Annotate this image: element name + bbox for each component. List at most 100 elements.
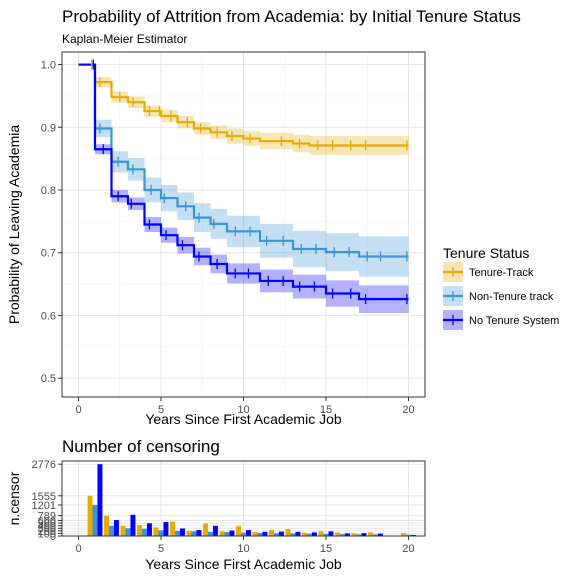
censor-bar-tenure-track (219, 531, 225, 536)
censor-bar-tenure-track (269, 529, 275, 536)
censor-bar-tenure-track (170, 521, 176, 536)
censor-bar-no-tenure-system (146, 523, 152, 536)
km-y-tick-label: 0.8 (41, 185, 56, 197)
censor-bar-non-tenure-track (406, 534, 411, 536)
legend-label: Tenure-Track (469, 267, 534, 279)
censor-bar-tenure-track (120, 525, 126, 536)
censor-bar-non-tenure-track (373, 534, 378, 536)
km-y-axis-title: Probability of Leaving Academia (6, 125, 22, 324)
censor-bar-tenure-track (186, 530, 192, 536)
km-x-ticks: 0 5 10 15 20 (75, 397, 415, 416)
censor-bar-no-tenure-system (245, 530, 251, 536)
km-x-tick-label: 5 (158, 404, 164, 416)
censor-x-tick-label: 15 (320, 543, 332, 555)
censor-bar-no-tenure-system (311, 532, 317, 536)
censor-bar-non-tenure-track (158, 530, 164, 536)
censor-bar-tenure-track (236, 526, 242, 536)
censor-x-tick-label: 5 (158, 543, 164, 555)
censor-bar-tenure-track (351, 533, 357, 536)
censor-bar-non-tenure-track (109, 525, 114, 536)
censor-bar-non-tenure-track (307, 533, 312, 536)
legend-item-tenure-track: Tenure-Track (443, 262, 534, 282)
km-y-tick-label: 0.7 (41, 248, 56, 260)
censor-bar-non-tenure-track (191, 531, 197, 536)
censor-bar-non-tenure-track (142, 528, 147, 536)
km-x-tick-label: 15 (320, 404, 332, 416)
censor-y-tick-label: 789 (38, 511, 56, 523)
censor-bar-no-tenure-system (278, 531, 284, 536)
legend-label: No Tenure System (469, 315, 559, 327)
censor-bar-non-tenure-track (356, 534, 362, 536)
censor-x-axis-title: Years Since First Academic Job (145, 556, 342, 572)
censor-bar-no-tenure-system (410, 534, 416, 536)
legend-title: Tenure Status (443, 245, 529, 261)
censor-bar-non-tenure-track (274, 533, 279, 536)
censor-bar-no-tenure-system (130, 514, 136, 536)
censor-y-tick-label: 500 (38, 518, 56, 530)
censor-y-tick-label: 0 (50, 531, 56, 543)
censor-bar-no-tenure-system (212, 525, 218, 536)
censor-bar-tenure-track (318, 531, 324, 536)
censor-y-tick-label: 100 (38, 528, 56, 540)
censor-plot-panel: 0 5 10 15 20 0100200300400500600789120115552… (32, 459, 426, 555)
censor-bar-tenure-track (87, 495, 93, 536)
censor-x-ticks: 0 5 10 15 20 (75, 536, 415, 555)
censor-bar-non-tenure-track (125, 528, 131, 536)
km-y-ticks: 0.5 0.6 0.7 0.8 0.9 1.0 (41, 60, 62, 385)
censor-bar-no-tenure-system (361, 533, 367, 536)
censor-bar-tenure-track (368, 532, 374, 536)
censor-bar-non-tenure-track (208, 531, 213, 536)
km-y-tick-label: 0.6 (41, 310, 56, 322)
censor-bars (87, 464, 416, 536)
km-y-tick-label: 1.0 (41, 60, 56, 72)
censor-plot-title: Number of censoring (62, 437, 220, 456)
censor-bar-no-tenure-system (229, 530, 235, 536)
censor-y-tick-label: 1201 (32, 500, 56, 512)
censor-bar-tenure-track (302, 532, 308, 536)
censor-bar-no-tenure-system (262, 531, 268, 536)
censor-bar-non-tenure-track (290, 533, 296, 536)
censor-bar-no-tenure-system (196, 530, 202, 536)
censor-y-axis-title: n.censor (6, 471, 22, 525)
censor-bar-non-tenure-track (224, 532, 230, 536)
km-plot-title: Probability of Attrition from Academia: … (62, 7, 521, 26)
km-y-tick-label: 0.5 (41, 373, 56, 385)
censor-bar-non-tenure-track (340, 534, 345, 536)
km-plot-panel: 0 5 10 15 20 0.5 0.6 0.7 0.8 0.9 1.0 (41, 51, 426, 416)
censor-bar-tenure-track (401, 532, 407, 536)
censor-bar-tenure-track (203, 523, 209, 536)
km-grid (62, 52, 425, 397)
km-curve-no-tenure-system (78, 63, 409, 301)
legend-item-non-tenure-track: Non-Tenure track (443, 286, 554, 306)
km-x-axis-title: Years Since First Academic Job (145, 411, 342, 427)
censor-bar-non-tenure-track (241, 532, 246, 536)
censor-bar-tenure-track (335, 532, 341, 536)
censor-bar-tenure-track (104, 515, 110, 536)
km-censor-marks (91, 59, 408, 305)
km-x-tick-label: 20 (402, 404, 414, 416)
censor-y-tick-label: 300 (38, 523, 56, 535)
km-x-tick-label: 10 (237, 404, 249, 416)
censor-bar-no-tenure-system (344, 533, 350, 536)
censor-bar-no-tenure-system (113, 519, 119, 536)
censor-bar-tenure-track (285, 529, 291, 536)
censor-bar-non-tenure-track (323, 533, 329, 536)
censor-bar-non-tenure-track (92, 504, 98, 536)
censor-x-tick-label: 0 (75, 543, 81, 555)
km-plot-subtitle: Kaplan-Meier Estimator (62, 32, 187, 46)
censor-bar-no-tenure-system (295, 531, 301, 536)
censor-x-tick-label: 20 (402, 543, 414, 555)
km-curve-non-tenure-track (78, 63, 409, 258)
censor-bar-tenure-track (137, 525, 143, 536)
censor-y-tick-label: 400 (38, 521, 56, 533)
censor-bar-no-tenure-system (377, 533, 383, 536)
km-x-tick-label: 0 (75, 404, 81, 416)
km-y-tick-label: 0.9 (41, 122, 56, 134)
censor-bar-non-tenure-track (257, 532, 263, 536)
censor-bar-non-tenure-track (175, 530, 180, 536)
censor-x-tick-label: 10 (237, 543, 249, 555)
legend: Tenure Status Tenure-Track Non-Tenure tra… (443, 245, 559, 330)
